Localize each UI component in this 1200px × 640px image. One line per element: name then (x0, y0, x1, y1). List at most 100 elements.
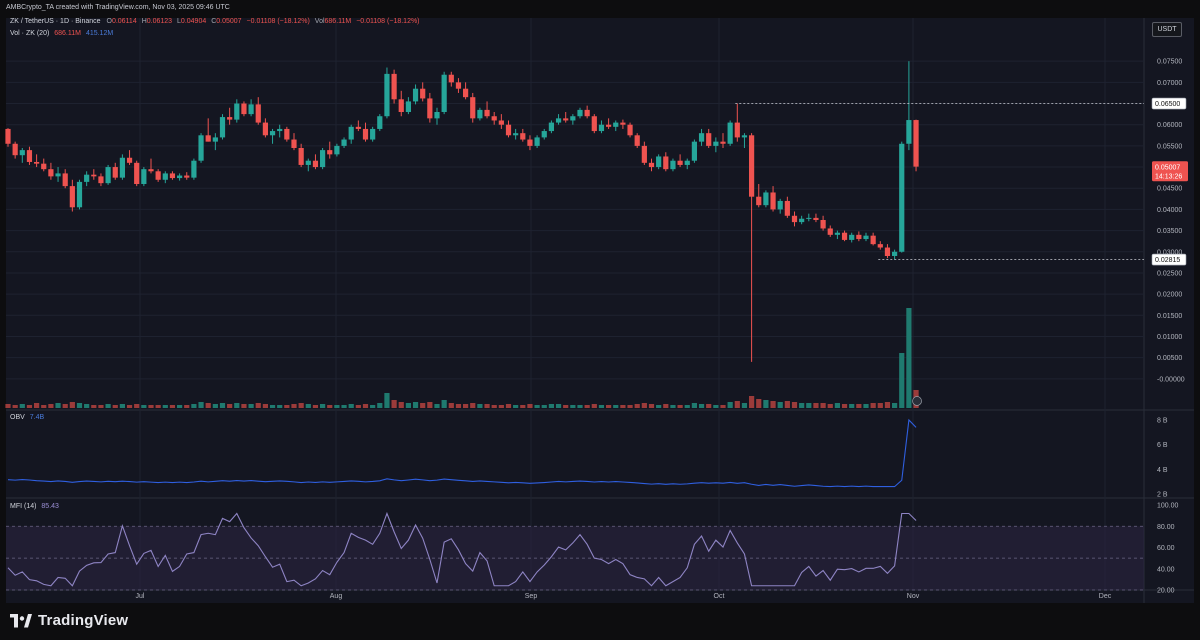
time-axis: Jul Aug Sep Oct Nov Dec (136, 593, 1112, 600)
candle-body (398, 99, 404, 112)
volume-bar (62, 404, 68, 408)
volume-bar (241, 404, 247, 408)
vol-ma-value1: 686.11M (54, 30, 81, 37)
candle-body (570, 116, 576, 121)
volume-bar (892, 403, 898, 408)
change-value: −0.01108 (−18.12%) (246, 18, 310, 25)
volume-bar (877, 403, 883, 408)
candle-body (112, 167, 118, 178)
candle-body (62, 173, 68, 187)
obv-legend[interactable]: OBV 7.4B (10, 414, 44, 421)
candle-body (834, 232, 840, 235)
volume-bar (570, 405, 576, 408)
vol-label: Vol (314, 18, 325, 25)
chart-credit: AMBCrypto_TA created with TradingView.co… (6, 4, 230, 11)
mfi-value: 85.43 (41, 503, 59, 510)
candle-body (298, 148, 304, 165)
candle-body (877, 244, 883, 248)
candle-body (698, 133, 705, 142)
volume-bar (76, 403, 83, 408)
candle-body (55, 173, 61, 177)
volume-bar (327, 405, 333, 408)
candle-body (799, 218, 805, 223)
volume-bar (277, 405, 283, 408)
currency-button[interactable]: USDT (1152, 22, 1182, 37)
candle-body (355, 126, 361, 129)
volume-legend[interactable]: Vol · ZK (20) 686.11M 415.12M (10, 30, 113, 37)
volume-bar (69, 402, 75, 408)
candle-body (19, 150, 25, 156)
volume-bar (841, 404, 848, 408)
time-tick-label: Sep (525, 593, 538, 600)
price-tick-label: 0.02000 (1157, 292, 1182, 299)
candle-body (191, 160, 197, 178)
mfi-tick-label: 20.00 (1157, 588, 1175, 595)
candle-body (577, 109, 583, 117)
horizontal-levels (735, 103, 1144, 261)
price-tick-label: 0.01500 (1157, 313, 1182, 320)
candle-body (734, 122, 740, 138)
candle-body (305, 160, 311, 165)
volume-bar (41, 405, 47, 408)
price-tick-label: 0.04000 (1157, 207, 1182, 214)
ohlc-legend: ZK / TetherUS · 1D · Binance O0.06114 H0… (10, 18, 420, 25)
candle-body (12, 143, 18, 156)
close-label: C (211, 18, 217, 25)
candle-body (892, 251, 898, 256)
volume-bar (899, 353, 905, 408)
volume-bar (205, 403, 211, 408)
candle-body (841, 232, 848, 240)
candle-body (555, 118, 562, 123)
volume-bar (284, 405, 290, 408)
volume-bar (5, 404, 11, 408)
candle-body (420, 88, 426, 99)
volume-bar (484, 404, 490, 408)
volume-bar (148, 405, 154, 408)
volume-bar (584, 405, 590, 408)
low-label: L (177, 18, 181, 25)
volume-bar (391, 400, 397, 408)
time-tick-label: Dec (1099, 593, 1112, 600)
symbol-label[interactable]: ZK / TetherUS · 1D · Binance (10, 18, 101, 25)
obv-series-line (7, 418, 917, 488)
candle-body (84, 174, 90, 182)
candle-body (48, 169, 54, 177)
volume-bar (906, 308, 912, 408)
mfi-tick-label: 100.00 (1157, 503, 1179, 510)
candle-body (341, 139, 347, 146)
candle-body (348, 126, 354, 140)
candle-body (727, 122, 733, 144)
volume-bar (412, 402, 419, 408)
tradingview-logo[interactable]: TradingView (10, 612, 128, 629)
candle-body (327, 150, 333, 155)
vol-ma-value2: 415.12M (85, 30, 114, 37)
high-label: H (141, 18, 147, 25)
volume-bar (169, 405, 176, 408)
volume-bar (820, 403, 826, 408)
mfi-tick-label: 80.00 (1157, 524, 1175, 531)
volume-bar (756, 399, 762, 408)
candle-body (41, 163, 47, 170)
volume-bar (598, 405, 605, 408)
volume-bar (827, 404, 833, 408)
candle-body (169, 173, 176, 179)
mfi-legend[interactable]: MFI (14) 85.43 (10, 503, 59, 510)
volume-bar (405, 403, 411, 408)
volume-bar (305, 404, 311, 408)
candle-body (899, 143, 905, 252)
volume-bar (834, 403, 840, 408)
volume-bar (112, 405, 118, 408)
candle-body (76, 181, 83, 208)
candle-body (391, 73, 397, 100)
volume-bar (105, 404, 111, 408)
volume-bar (269, 405, 276, 408)
volume-bar (548, 404, 554, 408)
volume-bar (513, 405, 519, 408)
candle-body (34, 161, 40, 164)
volume-bar (534, 405, 540, 408)
price-tags: 0.06500 0.02815 0.05007 14:13:26 (912, 97, 1188, 406)
replay-marker-icon (912, 396, 922, 406)
candle-body (412, 88, 419, 102)
